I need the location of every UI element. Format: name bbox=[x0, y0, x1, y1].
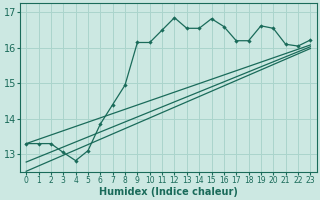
X-axis label: Humidex (Indice chaleur): Humidex (Indice chaleur) bbox=[99, 187, 238, 197]
